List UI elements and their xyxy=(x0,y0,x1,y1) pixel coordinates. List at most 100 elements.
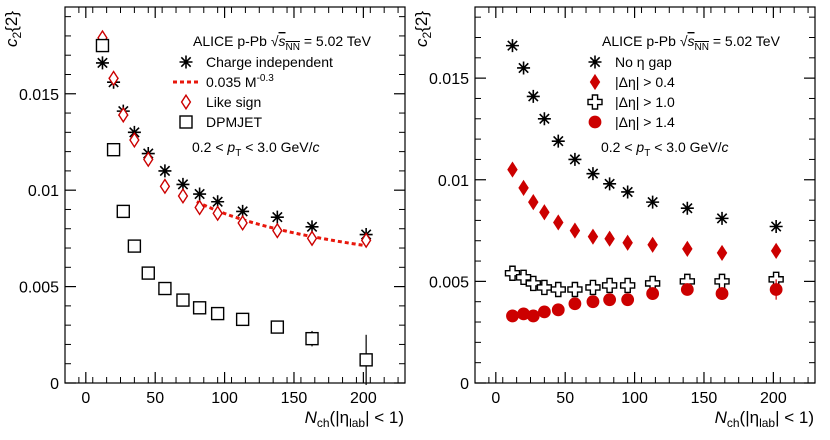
data-point xyxy=(176,177,190,191)
data-point xyxy=(601,277,618,294)
data-point xyxy=(517,61,531,75)
experiment-header: ALICE p-Pb √sNN = 5.02 TeV xyxy=(602,33,781,53)
legend-label: DPMJET xyxy=(206,114,262,130)
data-point xyxy=(528,194,539,211)
data-point xyxy=(159,178,171,195)
data-point xyxy=(714,273,730,290)
data-point xyxy=(770,242,782,259)
data-point xyxy=(108,70,119,87)
data-point xyxy=(305,331,319,346)
series-|Δη| > 1.4: |Δη| > 1.4 xyxy=(506,114,783,323)
data-point xyxy=(141,266,155,280)
data-point xyxy=(272,222,283,239)
data-point xyxy=(526,309,540,323)
y-axis-title: c2{2} xyxy=(2,11,24,47)
data-point xyxy=(587,228,599,245)
chart-panel-right: 0 50 100 150 200 0 0.005 0.01 0.015 c2{2} Nch(|ηla… xyxy=(412,6,816,430)
data-point xyxy=(305,220,319,234)
data-point xyxy=(270,210,284,224)
data-point xyxy=(603,293,617,307)
x-tick-label: 200 xyxy=(760,390,787,407)
data-point xyxy=(127,239,142,253)
data-point xyxy=(550,281,566,298)
x-axis-title: Nch(|ηlab| < 1) xyxy=(305,408,404,430)
data-point xyxy=(680,201,694,215)
legend-label: No η gap xyxy=(615,54,672,70)
x-tick-label: 200 xyxy=(350,390,377,407)
data-point xyxy=(237,214,248,232)
y-tick-label: 0.015 xyxy=(429,71,469,88)
legend-marker xyxy=(588,55,602,69)
data-point xyxy=(682,240,693,257)
data-point xyxy=(603,177,617,191)
data-point xyxy=(680,283,694,296)
data-point xyxy=(194,199,205,216)
y-tick-label: 0 xyxy=(460,376,469,393)
data-point xyxy=(95,56,109,70)
data-point xyxy=(553,214,564,231)
data-point xyxy=(236,204,250,218)
legend-label: Like sign xyxy=(206,94,261,110)
x-tick-label: 0 xyxy=(491,390,500,407)
kinematics-label: 0.2 < pT < 3.0 GeV/c xyxy=(601,139,729,159)
y-tick-label: 0 xyxy=(50,376,59,393)
data-point xyxy=(360,232,372,249)
data-point xyxy=(518,179,529,196)
data-point xyxy=(619,277,636,294)
data-point xyxy=(270,320,285,334)
fit-curve xyxy=(196,200,367,248)
data-point xyxy=(539,204,550,221)
data-point xyxy=(551,134,565,148)
series-0.035 M^-0.3: 0.035 M-0.3 xyxy=(173,73,367,248)
data-point xyxy=(568,297,582,311)
x-tick-label: 150 xyxy=(281,390,308,407)
data-point xyxy=(506,309,519,323)
data-point xyxy=(715,287,729,300)
y-tick-label: 0.015 xyxy=(19,87,59,104)
data-point xyxy=(525,275,541,292)
data-point xyxy=(769,283,783,296)
data-point xyxy=(210,306,225,321)
data-point xyxy=(505,39,519,53)
data-point xyxy=(769,220,783,234)
data-point xyxy=(621,293,635,307)
plot-frame xyxy=(64,6,406,384)
x-axis-title: Nch(|ηlab| < 1) xyxy=(715,408,814,430)
data-point xyxy=(537,112,551,126)
data-point xyxy=(118,106,129,124)
y-tick-label: 0.01 xyxy=(438,173,469,190)
data-point xyxy=(176,293,190,307)
x-tick-label: 150 xyxy=(691,390,718,407)
data-point xyxy=(604,230,615,247)
legend-marker xyxy=(587,94,603,110)
legend-label: |Δη| > 0.4 xyxy=(615,74,675,90)
data-point xyxy=(504,265,521,281)
data-point xyxy=(647,236,658,253)
data-point xyxy=(235,312,250,327)
series-No η gap: No η gap xyxy=(505,39,783,234)
legend-label: Charge independent xyxy=(206,54,333,70)
data-point xyxy=(106,142,121,157)
legend-label: |Δη| > 1.4 xyxy=(615,114,675,130)
data-point xyxy=(507,161,518,178)
data-point xyxy=(192,301,207,315)
data-point xyxy=(569,222,581,239)
kinematics-label: 0.2 < pT < 3.0 GeV/c xyxy=(192,139,320,159)
x-tick-label: 50 xyxy=(146,390,164,407)
data-point xyxy=(622,234,633,251)
legend-marker xyxy=(589,73,601,91)
data-point xyxy=(716,244,728,262)
chart-panel-left: 0 50 100 150 200 0 0.005 0.01 0.015 c2{2} Nch(|ηla… xyxy=(2,6,406,430)
data-point xyxy=(359,353,373,367)
data-point xyxy=(193,187,207,201)
y-tick-label: 0.005 xyxy=(429,274,469,291)
experiment-header: ALICE p-Pb √sNN = 5.02 TeV xyxy=(193,33,372,53)
data-point xyxy=(158,164,172,178)
data-point xyxy=(177,187,189,205)
data-point xyxy=(158,281,172,296)
data-point xyxy=(551,303,565,317)
data-point xyxy=(129,131,140,149)
y-axis-title: c2{2} xyxy=(412,11,434,47)
legend-label: |Δη| > 1.0 xyxy=(615,94,675,110)
